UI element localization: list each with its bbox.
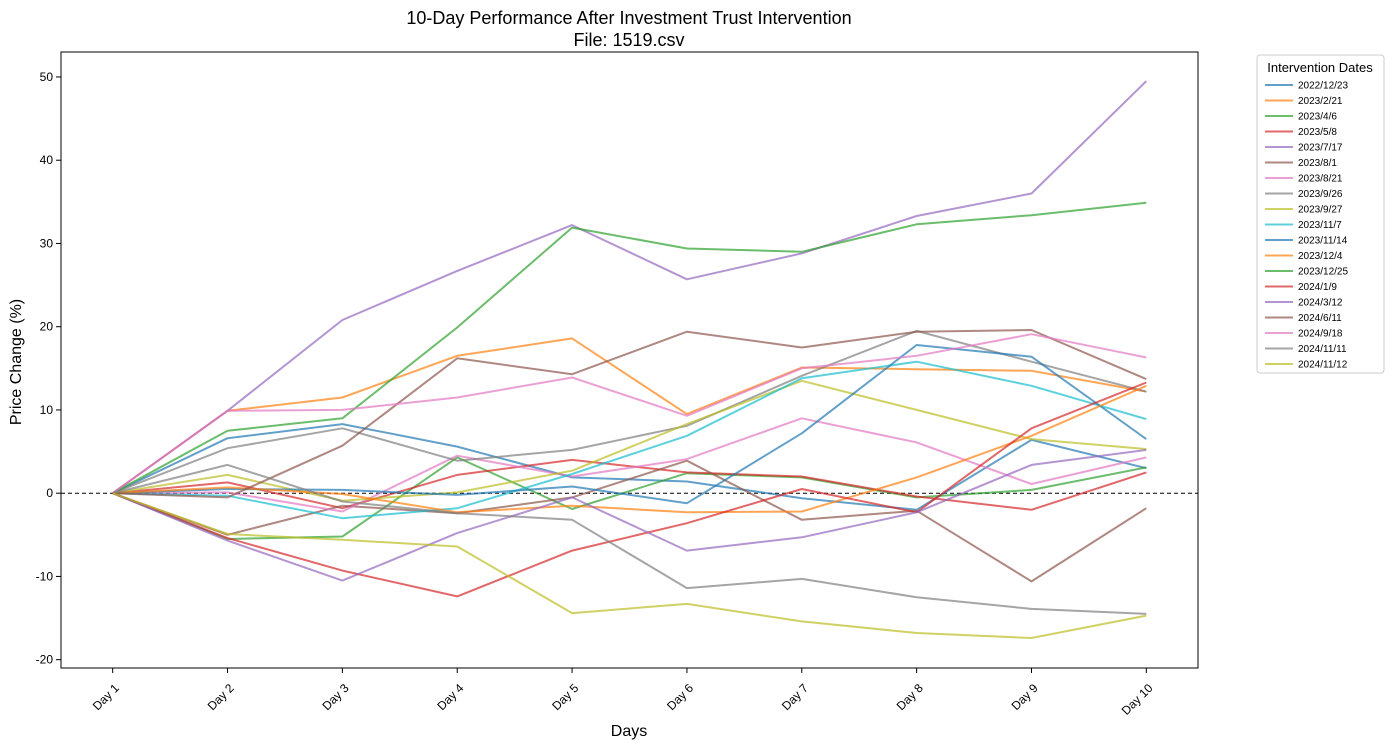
x-axis-label: Days (611, 723, 647, 740)
legend-box (1256, 54, 1385, 374)
series-line (112, 384, 1147, 514)
x-tick-label: Day 1 (90, 681, 122, 713)
x-tick-label: Day 3 (320, 681, 352, 713)
legend-entry: 2023/11/14 (1298, 236, 1348, 247)
chart-subtitle: File: 1519.csv (573, 30, 684, 50)
y-tick-label: -20 (36, 653, 54, 667)
plot-area (61, 80, 1198, 639)
series-line (112, 492, 1147, 639)
series-line (112, 379, 1147, 502)
legend-entry: 2024/1/9 (1298, 282, 1337, 293)
legend-entry: 2023/8/1 (1298, 158, 1337, 169)
legend-entry: 2023/12/4 (1298, 251, 1343, 262)
legend-entry: 2023/7/17 (1298, 143, 1343, 154)
y-tick-label: 50 (40, 70, 54, 84)
y-tick-label: 30 (40, 236, 54, 250)
legend-entry: 2023/5/8 (1298, 127, 1337, 138)
series-line (112, 80, 1147, 495)
legend-entry: 2023/11/7 (1298, 220, 1342, 231)
x-tick-label: Day 7 (779, 681, 811, 713)
x-tick-label: Day 10 (1119, 681, 1156, 718)
legend: Intervention Dates 2022/12/23 2023/2/21 20… (1256, 54, 1385, 374)
series-line (112, 458, 1147, 511)
legend-entry: 2023/12/25 (1298, 267, 1348, 278)
legend-entry: 2024/11/11 (1298, 344, 1347, 355)
x-tick-label: Day 4 (434, 681, 466, 713)
y-tick-label: 40 (40, 153, 54, 167)
series-line (112, 459, 1147, 583)
y-tick-label: 10 (40, 403, 54, 417)
series-line (112, 329, 1147, 495)
legend-entry: 2023/8/21 (1298, 174, 1343, 185)
plot-frame (60, 51, 1199, 669)
legend-entry: 2024/11/12 (1298, 360, 1348, 371)
legend-entry: 2023/2/21 (1298, 96, 1343, 107)
legend-entry: 2022/12/23 (1298, 81, 1348, 92)
x-tick-label: Day 8 (894, 681, 926, 713)
x-tick-label: Day 9 (1009, 681, 1041, 713)
y-tick-label: 0 (46, 486, 53, 500)
x-tick-label: Day 6 (664, 681, 696, 713)
y-axis: -20 -10 0 10 20 30 40 50 (36, 70, 61, 667)
series-line (112, 337, 1147, 495)
y-tick-label: 20 (40, 320, 54, 334)
series-line (112, 448, 1147, 582)
legend-entry: 2024/6/11 (1298, 313, 1342, 324)
series-line (112, 360, 1147, 520)
legend-entry: 2024/9/18 (1298, 329, 1343, 340)
y-tick-label: -10 (36, 569, 54, 583)
legend-title: Intervention Dates (1267, 60, 1373, 75)
x-tick-label: Day 2 (205, 681, 237, 713)
series-line (112, 201, 1147, 495)
series-line (112, 333, 1147, 495)
series-line (112, 463, 1147, 615)
legend-entry: 2023/9/26 (1298, 189, 1343, 200)
x-tick-label: Day 5 (549, 681, 581, 713)
y-axis-label: Price Change (%) (8, 299, 25, 425)
series-line (112, 344, 1147, 505)
legend-entry: 2023/4/6 (1298, 112, 1337, 123)
legend-entry: 2024/3/12 (1298, 298, 1343, 309)
legend-entry: 2023/9/27 (1298, 205, 1343, 216)
series-line (112, 381, 1147, 598)
x-axis: Day 1 Day 2 Day 3 Day 4 Day 5 Day 6 Day 7 Day 8… (90, 668, 1156, 718)
series-line (112, 417, 1147, 513)
series-line (112, 329, 1147, 499)
chart-title: 10-Day Performance After Investment Trus… (406, 8, 851, 28)
